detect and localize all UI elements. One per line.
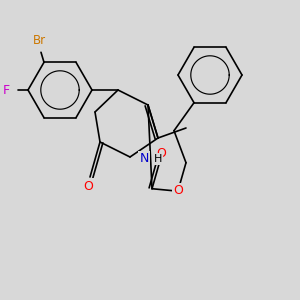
Text: O: O — [173, 184, 183, 197]
Text: N: N — [139, 152, 149, 166]
Text: Br: Br — [32, 34, 46, 47]
Text: O: O — [83, 179, 93, 193]
Text: O: O — [156, 147, 166, 160]
Text: F: F — [2, 83, 10, 97]
Text: H: H — [154, 154, 162, 164]
